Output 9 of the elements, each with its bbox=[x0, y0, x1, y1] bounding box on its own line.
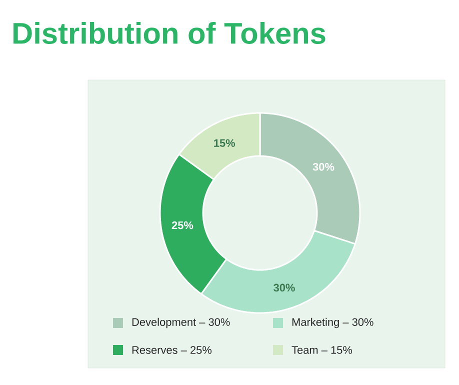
data-label: 15% bbox=[214, 139, 236, 147]
legend-label: Development – 30% bbox=[132, 318, 230, 328]
legend-label: Team – 15% bbox=[292, 346, 352, 354]
legend-label: Reserves – 25% bbox=[132, 346, 212, 354]
data-label: 25% bbox=[172, 221, 194, 230]
data-label: 30% bbox=[274, 284, 295, 292]
legend-label: Marketing – 30% bbox=[292, 318, 374, 328]
chart-title: Distribution of Tokens bbox=[14, 22, 326, 44]
data-label: 30% bbox=[312, 162, 334, 171]
